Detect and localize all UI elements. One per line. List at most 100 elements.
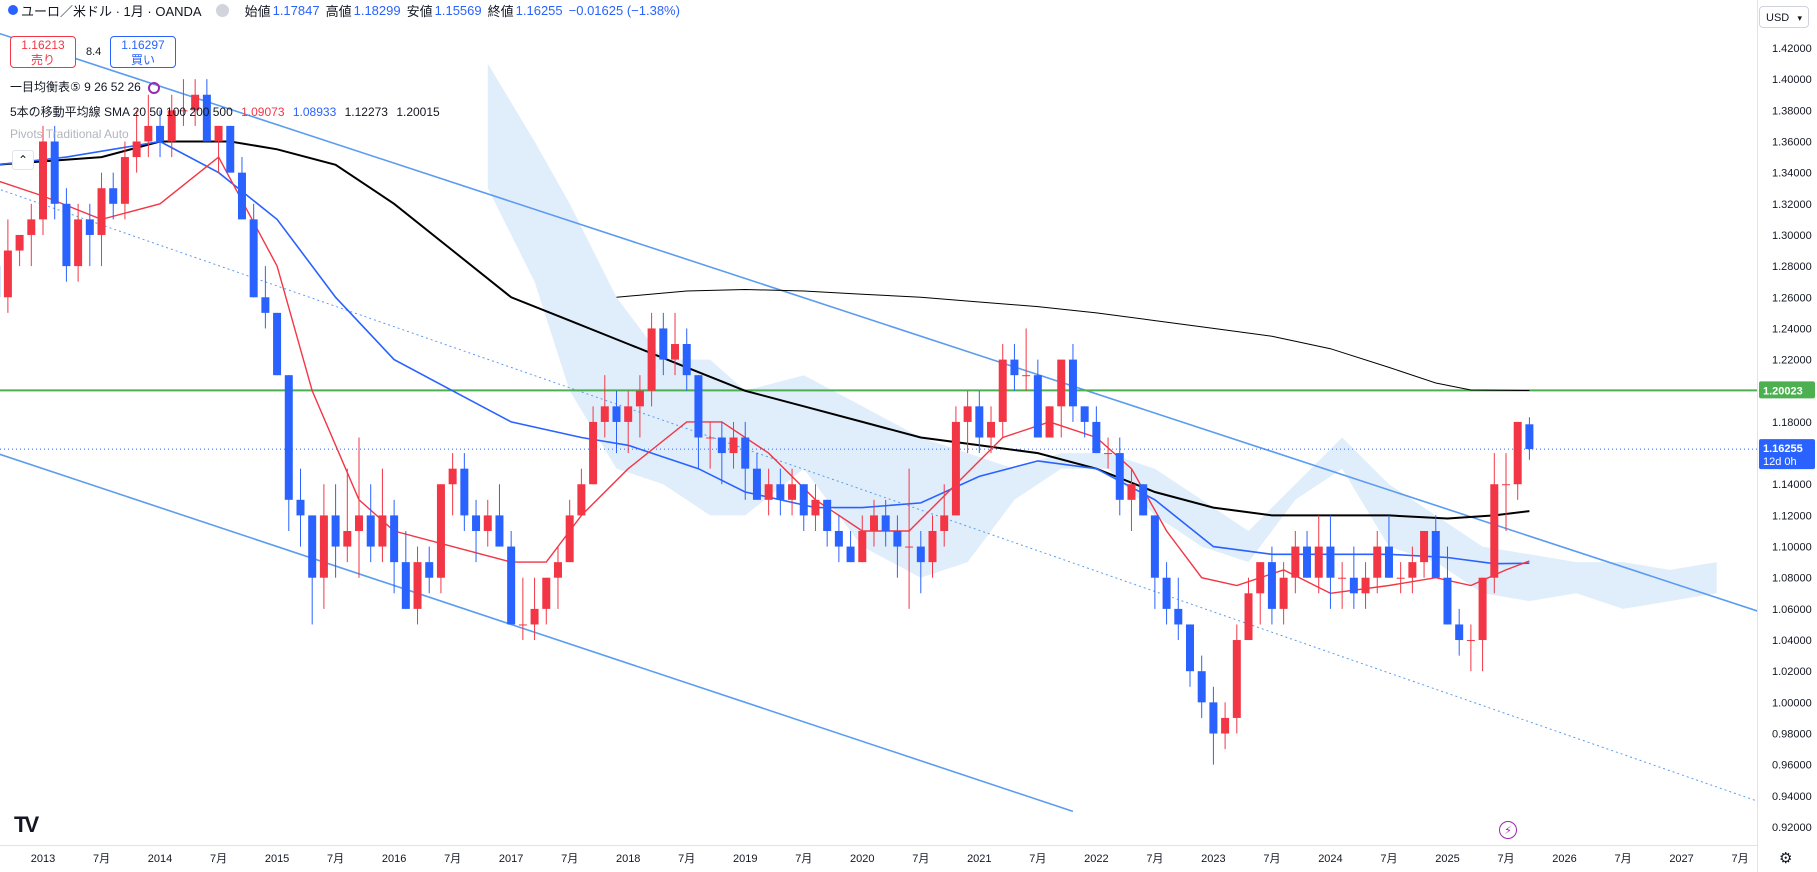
candle-body [156, 125, 165, 142]
candle-body [401, 562, 410, 609]
candle-body [834, 530, 843, 547]
sma20-value: 1.09073 [241, 105, 285, 119]
candle-body [1408, 562, 1417, 578]
sell-button[interactable]: 1.16213 売り [10, 36, 76, 68]
candle-body [378, 515, 387, 547]
candle-body [284, 375, 293, 500]
candle-body [74, 219, 83, 267]
candle-body [495, 515, 504, 547]
buy-button[interactable]: 1.16297 買い [110, 36, 176, 68]
candle-body [905, 546, 914, 548]
candle-body [1080, 406, 1089, 422]
level-price-label: 1.20023 [1763, 385, 1803, 397]
candle-body [612, 406, 621, 422]
ichimoku-legend[interactable]: 一目均衡表⑤ 9 26 52 26 [10, 78, 161, 95]
candle-body [916, 546, 925, 563]
candle-body [823, 499, 832, 531]
candle-body [1092, 421, 1101, 454]
candle-body [167, 110, 176, 142]
high-label: 高値 [325, 3, 352, 19]
candle-body [50, 141, 59, 204]
candle-body [144, 125, 153, 142]
y-tick-label: 1.26000 [1772, 292, 1812, 304]
open-label: 始値 [244, 3, 271, 19]
x-tick-label: 7月 [1732, 853, 1749, 865]
candle-body [975, 406, 984, 438]
candle-body [963, 406, 972, 422]
x-tick-label: 2017 [499, 853, 523, 865]
candle-body [1150, 515, 1159, 578]
pivots-legend[interactable]: Pivots Traditional Auto [10, 127, 129, 141]
candle-body [1525, 424, 1534, 450]
y-tick-label: 0.98000 [1772, 729, 1812, 741]
x-tick-label: 7月 [444, 853, 461, 865]
candle-body [296, 499, 305, 516]
symbol-title[interactable]: ユーロ／米ドル · 1月 · OANDA [21, 3, 202, 19]
candle-body [600, 406, 609, 422]
candle-body [764, 484, 773, 500]
lightning-icon[interactable]: ⚡ [1499, 821, 1517, 839]
candle-body [682, 344, 691, 376]
candle-body [869, 515, 878, 531]
open-value: 1.17847 [272, 2, 320, 18]
y-tick-label: 1.34000 [1772, 168, 1812, 180]
sma-legend[interactable]: 5本の移動平均線 SMA 20 50 100 200 500 1.09073 1… [10, 103, 440, 120]
level-price-tag [1759, 381, 1815, 399]
candle-body [577, 484, 586, 516]
x-tick-label: 7月 [1497, 853, 1514, 865]
candle-body [752, 468, 761, 500]
x-tick-label: 7月 [795, 853, 812, 865]
last-price-tag [1759, 439, 1815, 470]
time-axis-separator [0, 845, 1757, 846]
ichimoku-label: 一目均衡表⑤ 9 26 52 26 [10, 80, 141, 94]
sma50-line [0, 140, 1530, 565]
candle-body [1513, 421, 1522, 485]
candle-body [1221, 717, 1230, 734]
candle-body [694, 375, 703, 438]
candle-body [355, 515, 364, 531]
candle-body [553, 562, 562, 578]
gear-icon[interactable]: ⚙ [1779, 850, 1793, 867]
x-tick-label: 2020 [850, 853, 874, 865]
candle-body [1010, 359, 1019, 376]
candle-body [1033, 375, 1042, 438]
candle-body [858, 530, 867, 563]
sma200-line [616, 288, 1530, 391]
candle-body [1314, 546, 1323, 578]
market-status-icon [215, 3, 229, 17]
candle-body [448, 468, 457, 485]
collapse-legend-button[interactable]: ⌃ [12, 150, 34, 170]
countdown-label: 12d 0h [1763, 456, 1797, 468]
candle-body [214, 125, 223, 142]
sell-label: 売り [30, 53, 55, 67]
tradingview-logo-icon[interactable]: TV [14, 812, 39, 837]
candle-body [331, 515, 340, 547]
candle-body [741, 437, 750, 469]
candle-body [1068, 359, 1077, 407]
candle-body [542, 577, 551, 609]
candle-body [425, 562, 434, 578]
candle-body [1267, 562, 1276, 609]
x-tick-label: 2023 [1201, 853, 1225, 865]
candle-body [507, 546, 516, 625]
buy-price: 1.16297 [121, 38, 165, 52]
sma20-line [0, 156, 1530, 595]
candle-body [1232, 640, 1241, 718]
y-tick-label: 1.06000 [1772, 604, 1812, 616]
low-label: 安値 [406, 3, 433, 19]
x-tick-label: 2025 [1435, 853, 1459, 865]
x-tick-label: 2019 [733, 853, 757, 865]
candle-body [27, 219, 36, 235]
currency-selector[interactable]: USD ▾ [1759, 6, 1809, 28]
candle-body [366, 515, 375, 547]
sma-label: 5本の移動平均線 SMA 20 50 100 200 500 [10, 105, 233, 119]
sma50-value: 1.08933 [292, 105, 337, 119]
candle-body [1373, 546, 1382, 578]
y-tick-label: 1.36000 [1772, 136, 1812, 148]
candle-body [179, 110, 188, 112]
y-tick-label: 1.24000 [1772, 323, 1812, 335]
x-tick-label: 2024 [1318, 853, 1342, 865]
candle-body [893, 530, 902, 547]
candle-body [659, 328, 668, 360]
